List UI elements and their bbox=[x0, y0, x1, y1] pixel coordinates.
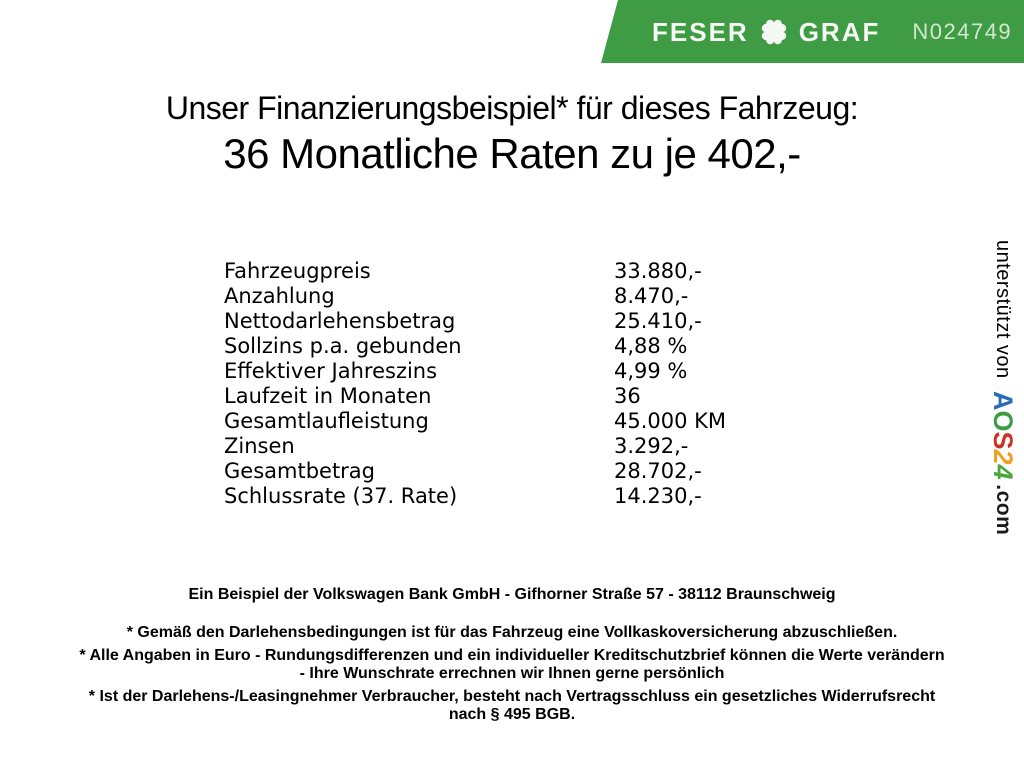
header-banner: FESER GRAF N024749 bbox=[601, 0, 1024, 63]
brand-name-first: FESER bbox=[652, 16, 749, 47]
monthly-rate-headline: 36 Monatliche Raten zu je 402,- bbox=[223, 130, 801, 177]
table-row: Zinsen 3.292,- bbox=[224, 434, 726, 459]
aos24-logo-letter: O bbox=[988, 410, 1018, 432]
row-value: 45.000 KM bbox=[614, 409, 727, 433]
table-row: Sollzins p.a. gebunden 4,88 % bbox=[224, 334, 726, 359]
row-value: 25.410,- bbox=[614, 309, 702, 333]
table-row: Gesamtbetrag 28.702,- bbox=[224, 459, 726, 484]
aos24-logo-letter: A bbox=[988, 390, 1018, 411]
row-label: Laufzeit in Monaten bbox=[224, 384, 432, 408]
supported-by-label: unterstützt von bbox=[992, 240, 1014, 379]
page-title: Unser Finanzierungsbeispiel* für dieses … bbox=[165, 90, 859, 126]
table-row: Schlussrate (37. Rate) 14.230,- bbox=[224, 484, 726, 509]
aos24-logo: AOS24 bbox=[988, 391, 1018, 480]
table-row: Anzahlung 8.470,- bbox=[224, 284, 726, 309]
table-row: Nettodarlehensbetrag 25.410,- bbox=[224, 309, 726, 334]
row-label: Schlussrate (37. Rate) bbox=[224, 484, 458, 508]
row-value: 8.470,- bbox=[614, 284, 689, 308]
note-withdrawal-right: * Ist der Darlehens-/Leasingnehmer Verbr… bbox=[88, 687, 936, 724]
table-row: Gesamtlaufleistung 45.000 KM bbox=[224, 409, 726, 434]
row-label: Effektiver Jahreszins bbox=[224, 359, 438, 383]
clover-icon bbox=[761, 19, 786, 44]
row-value: 14.230,- bbox=[614, 484, 702, 508]
legal-notes: * Gemäß den Darlehensbedingungen ist für… bbox=[0, 624, 1024, 729]
row-label: Zinsen bbox=[224, 434, 295, 458]
row-value: 28.702,- bbox=[614, 459, 702, 483]
row-label: Sollzins p.a. gebunden bbox=[224, 334, 462, 358]
supported-by-sidebar: unterstützt von AOS24 .com bbox=[988, 240, 1018, 536]
note-euro-rounding: * Alle Angaben in Euro - Rundungsdiffere… bbox=[79, 646, 945, 683]
row-value: 3.292,- bbox=[614, 434, 689, 458]
row-value: 4,99 % bbox=[614, 359, 688, 383]
note-insurance: * Gemäß den Darlehensbedingungen ist für… bbox=[126, 624, 898, 641]
finance-table: Fahrzeugpreis 33.880,- Anzahlung 8.470,- Net… bbox=[224, 259, 726, 509]
row-value: 4,88 % bbox=[614, 334, 688, 358]
row-value: 33.880,- bbox=[614, 259, 702, 283]
table-row: Effektiver Jahreszins 4,99 % bbox=[224, 359, 726, 384]
aos24-logo-letter: S bbox=[988, 431, 1018, 450]
row-value: 36 bbox=[614, 384, 641, 408]
brand-name-second: GRAF bbox=[798, 16, 881, 47]
table-row: Fahrzeugpreis 33.880,- bbox=[224, 259, 726, 284]
bank-address-line: Ein Beispiel der Volkswagen Bank GmbH - … bbox=[188, 586, 836, 603]
row-label: Gesamtbetrag bbox=[224, 459, 376, 483]
row-label: Nettodarlehensbetrag bbox=[224, 309, 456, 333]
aos24-logo-letter: 4 bbox=[988, 464, 1018, 480]
row-label: Anzahlung bbox=[224, 284, 335, 308]
row-label: Fahrzeugpreis bbox=[224, 259, 371, 283]
brand-lockup: FESER GRAF N024749 bbox=[652, 0, 1012, 63]
offer-number: N024749 bbox=[912, 18, 1013, 44]
table-row: Laufzeit in Monaten 36 bbox=[224, 384, 726, 409]
aos24-logo-letter: 2 bbox=[988, 449, 1018, 465]
row-label: Gesamtlaufleistung bbox=[224, 409, 429, 433]
aos24-domain-suffix: .com bbox=[992, 484, 1015, 536]
